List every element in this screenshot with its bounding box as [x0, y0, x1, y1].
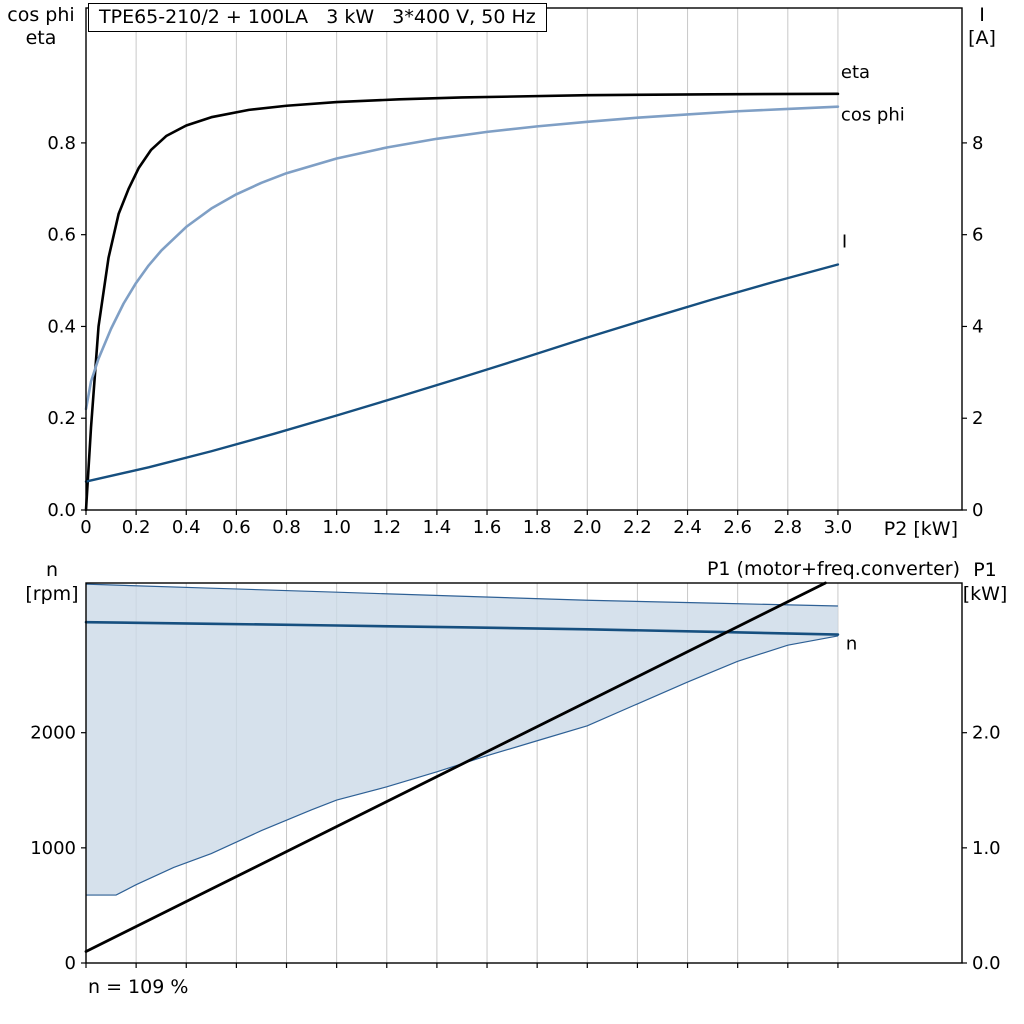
series-n-curve [84, 620, 840, 636]
plot-border [85, 582, 963, 964]
right-tick-label: 0.0 [972, 953, 1001, 974]
left-tick-label: 2000 [30, 723, 76, 744]
bottom-left-axis-label-rpm: [rpm] [25, 583, 79, 605]
bottom-right-axis-label-p1: P1 [973, 559, 997, 581]
speed-control-range-upper-edge [85, 583, 838, 607]
x-tick-label: 1.0 [322, 517, 351, 538]
x-tick-label: 0.8 [272, 517, 301, 538]
x-tick-label: 1.8 [523, 517, 552, 538]
top-right-axis-label-amps: [A] [968, 27, 996, 49]
left-tick-label: 0.2 [47, 408, 76, 429]
x-axis-label-p2: P2 [kW] [883, 518, 958, 540]
series-label-eta: eta [841, 62, 870, 83]
series-I-curve [84, 263, 840, 483]
speed-control-range-fill [86, 584, 838, 896]
top-left-axis-label-eta: eta [25, 27, 57, 49]
series-label-p1: P1 (motor+freq.converter) [706, 558, 960, 580]
right-tick-label: 8 [972, 133, 983, 154]
left-tick-label: 0.4 [47, 316, 76, 337]
left-tick-label: 0.6 [47, 225, 76, 246]
series-label-cos phi: cos phi [841, 105, 905, 126]
left-tick-label: 0.8 [47, 133, 76, 154]
x-tick-label: 2.0 [573, 517, 602, 538]
x-tick-label: 1.4 [423, 517, 452, 538]
plot-border [85, 7, 963, 511]
speed-control-range-lower-edge [86, 635, 839, 896]
series-P1-curve [84, 581, 827, 953]
bottom-left-axis-label-n: n [45, 559, 59, 581]
right-tick-label: 0 [972, 500, 983, 521]
series-cos phi-curve [84, 105, 840, 411]
speed-annotation: n = 109 % [88, 976, 189, 998]
x-tick-label: 1.6 [473, 517, 502, 538]
x-tick-label: 2.2 [623, 517, 652, 538]
left-tick-label: 0.0 [47, 500, 76, 521]
bottom-right-axis-label-kw: [kW] [962, 583, 1008, 605]
x-tick-label: 0.6 [222, 517, 251, 538]
top-right-axis-label-i: I [979, 4, 985, 26]
right-tick-label: 1.0 [972, 838, 1001, 859]
top-left-axis-label-cos-phi: cos phi [7, 4, 75, 26]
x-tick-label: 2.8 [773, 517, 802, 538]
x-tick-label: 2.4 [673, 517, 702, 538]
left-tick-label: 0 [65, 953, 76, 974]
x-tick-label: 1.2 [372, 517, 401, 538]
series-label-n: n [846, 634, 857, 655]
right-tick-label: 2 [972, 408, 983, 429]
series-label-I: I [842, 232, 847, 253]
right-tick-label: 4 [972, 316, 983, 337]
series-eta-curve [84, 92, 840, 512]
x-tick-label: 2.6 [723, 517, 752, 538]
x-tick-label: 0.4 [172, 517, 201, 538]
right-tick-label: 6 [972, 225, 983, 246]
x-tick-label: 0 [80, 517, 91, 538]
x-tick-label: 0.2 [122, 517, 151, 538]
right-tick-label: 2.0 [972, 723, 1001, 744]
chart-title: TPE65-210/2 + 100LA 3 kW 3*400 V, 50 Hz [88, 3, 547, 32]
left-tick-label: 1000 [30, 838, 76, 859]
x-tick-label: 3.0 [824, 517, 853, 538]
